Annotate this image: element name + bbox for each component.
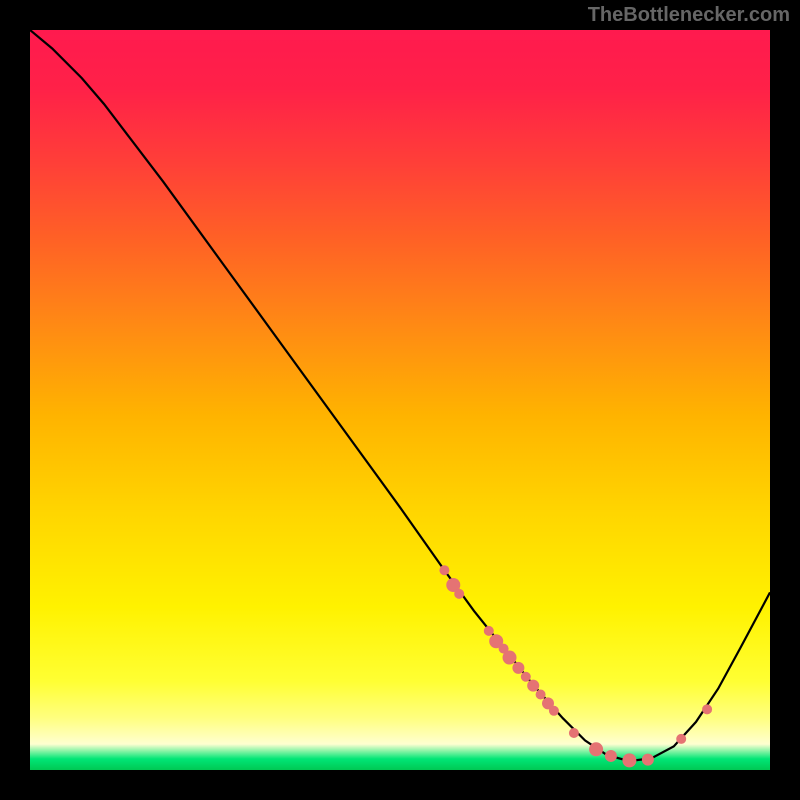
plot-area — [30, 30, 770, 770]
curve-marker — [512, 662, 524, 674]
curve-marker — [589, 742, 603, 756]
curve-marker — [702, 704, 712, 714]
curve-markers — [439, 565, 712, 767]
chart-canvas: TheBottlenecker.com — [0, 0, 800, 800]
curve-marker — [454, 589, 464, 599]
curve-marker — [622, 753, 636, 767]
curve-marker — [521, 672, 531, 682]
curve-marker — [676, 734, 686, 744]
bottleneck-curve — [30, 30, 770, 761]
curve-marker — [536, 690, 546, 700]
curve-overlay — [30, 30, 770, 770]
curve-marker — [642, 754, 654, 766]
curve-marker — [549, 706, 559, 716]
curve-marker — [605, 750, 617, 762]
curve-marker — [439, 565, 449, 575]
curve-marker — [484, 626, 494, 636]
curve-marker — [569, 728, 579, 738]
curve-marker — [527, 680, 539, 692]
curve-marker — [503, 651, 517, 665]
attribution-label: TheBottlenecker.com — [588, 4, 790, 27]
